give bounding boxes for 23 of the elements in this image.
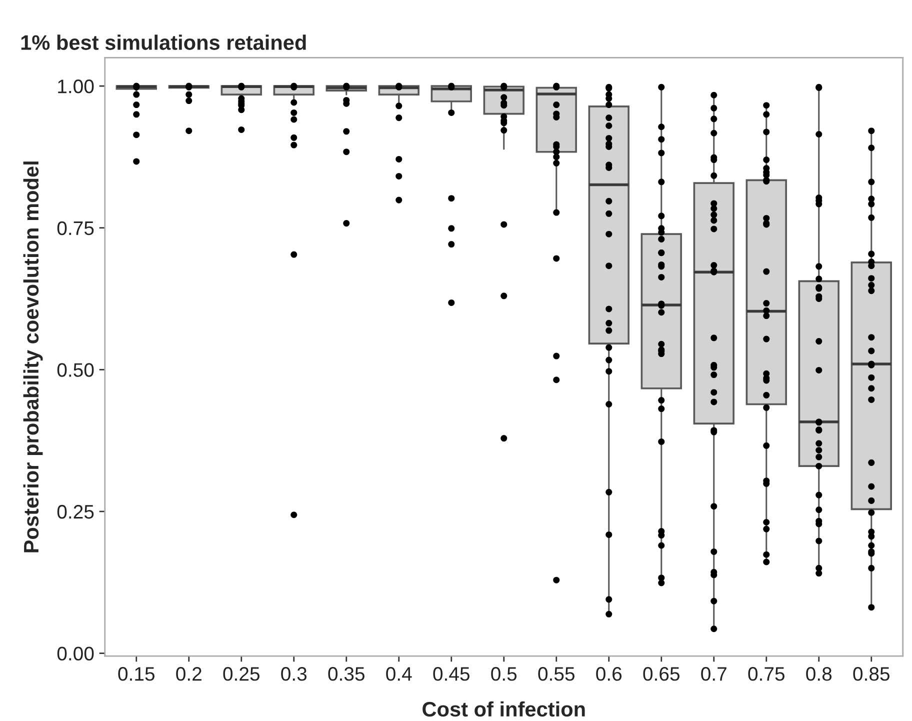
y-tick-label: 0.75 (57, 221, 94, 236)
x-tick-label: 0.25 (223, 667, 260, 681)
x-tick-label: 0.75 (748, 667, 784, 681)
y-tick-label: 0.25 (57, 504, 94, 519)
x-tick-label: 0.15 (118, 667, 154, 681)
x-tick-label: 0.55 (538, 667, 574, 681)
x-tick-label: 0.7 (701, 667, 726, 681)
y-tick-label: 0.50 (57, 363, 94, 377)
x-tick-label: 0.45 (433, 667, 470, 681)
y-tick-label: 1.00 (58, 80, 94, 94)
x-tick-label: 0.3 (281, 667, 307, 681)
x-tick-label: 0.5 (491, 667, 517, 681)
x-tick-label: 0.4 (386, 667, 412, 681)
x-axis-title: Cost of infection (422, 701, 585, 717)
y-tick-label: 0.00 (57, 646, 94, 661)
y-axis-title: Posterior probability coevolution model (23, 162, 43, 552)
chart-title: 1% best simulations retained (21, 34, 306, 50)
x-tick-label: 0.35 (328, 667, 364, 681)
x-tick-label: 0.85 (853, 667, 890, 681)
x-tick-label: 0.2 (176, 667, 202, 681)
x-tick-label: 0.65 (643, 667, 680, 681)
x-tick-label: 0.8 (806, 667, 832, 681)
x-tick-label: 0.6 (596, 667, 622, 681)
